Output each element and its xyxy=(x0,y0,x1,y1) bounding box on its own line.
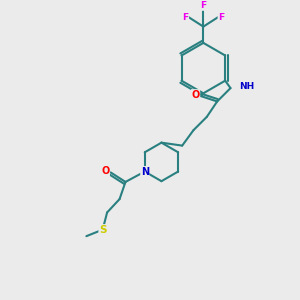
Text: F: F xyxy=(182,13,189,22)
Text: S: S xyxy=(99,225,106,235)
Text: N: N xyxy=(141,167,149,176)
Text: O: O xyxy=(191,90,200,100)
Text: F: F xyxy=(200,1,206,10)
Text: O: O xyxy=(101,166,110,176)
Text: NH: NH xyxy=(239,82,254,91)
Text: F: F xyxy=(218,13,224,22)
